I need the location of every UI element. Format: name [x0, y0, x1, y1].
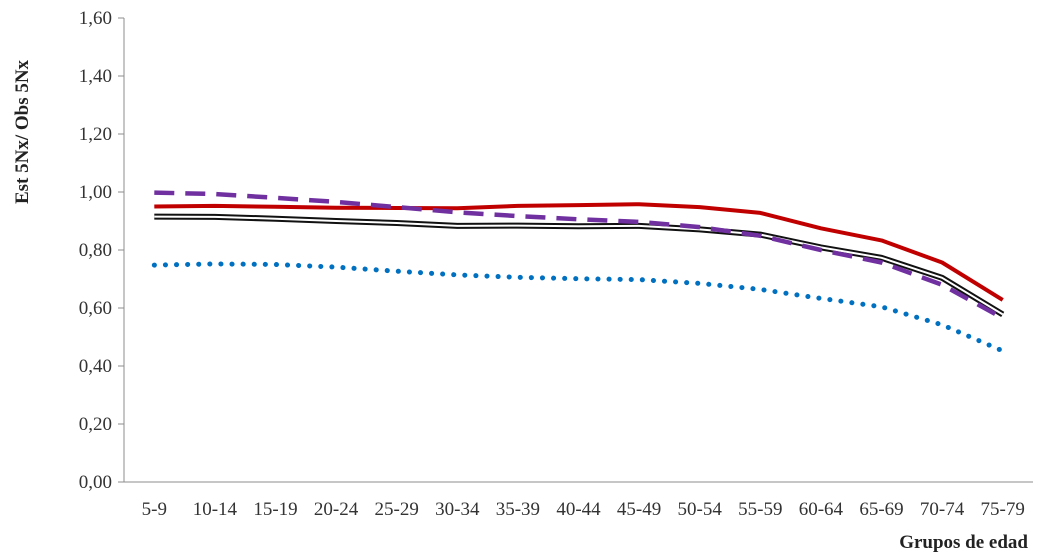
y-tick-label: 0,20	[79, 414, 112, 435]
x-tick-label: 60-64	[799, 499, 844, 520]
x-tick-label: 45-49	[617, 499, 661, 520]
series-line-3	[154, 190, 1004, 321]
y-tick-label: 1,20	[79, 124, 112, 145]
x-tick-label: 70-74	[920, 499, 965, 520]
y-tick-label: 0,80	[79, 240, 112, 261]
x-tick-label: 35-39	[496, 499, 540, 520]
x-tick-label: 55-59	[738, 499, 782, 520]
y-tick-label: 0,00	[79, 472, 112, 493]
x-tick-label: 20-24	[314, 499, 359, 520]
y-tick-label: 1,60	[79, 8, 112, 29]
x-tick-label: 5-9	[142, 499, 167, 520]
y-tick-label: 1,40	[79, 66, 112, 87]
y-tick-label: 0,40	[79, 356, 112, 377]
y-axis-title: Est 5Nx/ Obs 5Nx	[12, 59, 33, 204]
x-tick-label: 15-19	[253, 499, 297, 520]
series-line-2-inner	[154, 215, 1004, 316]
y-tick-label: 0,60	[79, 298, 112, 319]
x-tick-label: 10-14	[193, 499, 238, 520]
x-tick-label: 25-29	[375, 499, 419, 520]
series-line-2	[154, 213, 1005, 317]
plot-area: 0,00 0,20 0,40 0,60 0,80 1,00 1,20 1,40 1,60 5-9 1…	[79, 8, 1033, 520]
x-tick-label: 30-34	[435, 499, 480, 520]
y-tick-label: 1,00	[79, 182, 112, 203]
series-line-1	[154, 202, 1004, 302]
x-tick-label: 65-69	[859, 499, 903, 520]
x-tick-label: 50-54	[678, 499, 723, 520]
x-axis-title: Grupos de edad	[899, 532, 1028, 553]
series-line-4	[151, 261, 1006, 354]
x-tick-label: 40-44	[556, 499, 601, 520]
x-tick-label: 75-79	[981, 499, 1025, 520]
